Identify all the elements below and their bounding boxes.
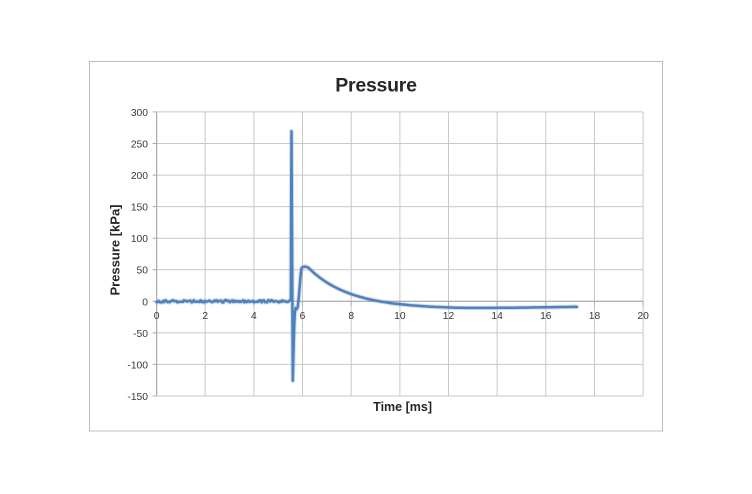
svg-text:12: 12	[443, 311, 455, 322]
svg-text:14: 14	[491, 311, 503, 322]
svg-text:8: 8	[348, 311, 354, 322]
svg-text:-100: -100	[127, 360, 148, 371]
svg-text:-50: -50	[133, 329, 148, 340]
svg-text:2: 2	[202, 311, 208, 322]
svg-text:200: 200	[131, 171, 148, 182]
svg-text:Pressure: Pressure	[335, 75, 417, 97]
svg-text:10: 10	[394, 311, 406, 322]
svg-text:100: 100	[131, 234, 148, 245]
svg-text:Pressure [kPa]: Pressure [kPa]	[107, 204, 122, 295]
svg-text:4: 4	[251, 311, 257, 322]
svg-text:0: 0	[142, 297, 148, 308]
svg-text:300: 300	[131, 108, 148, 119]
svg-text:6: 6	[300, 311, 306, 322]
svg-text:150: 150	[131, 203, 148, 214]
svg-text:0: 0	[154, 311, 160, 322]
svg-text:50: 50	[137, 266, 149, 277]
svg-text:16: 16	[540, 311, 552, 322]
svg-text:250: 250	[131, 140, 148, 151]
svg-text:-150: -150	[127, 392, 148, 403]
svg-text:Time [ms]: Time [ms]	[373, 400, 432, 414]
svg-text:20: 20	[637, 311, 649, 322]
svg-text:18: 18	[589, 311, 601, 322]
